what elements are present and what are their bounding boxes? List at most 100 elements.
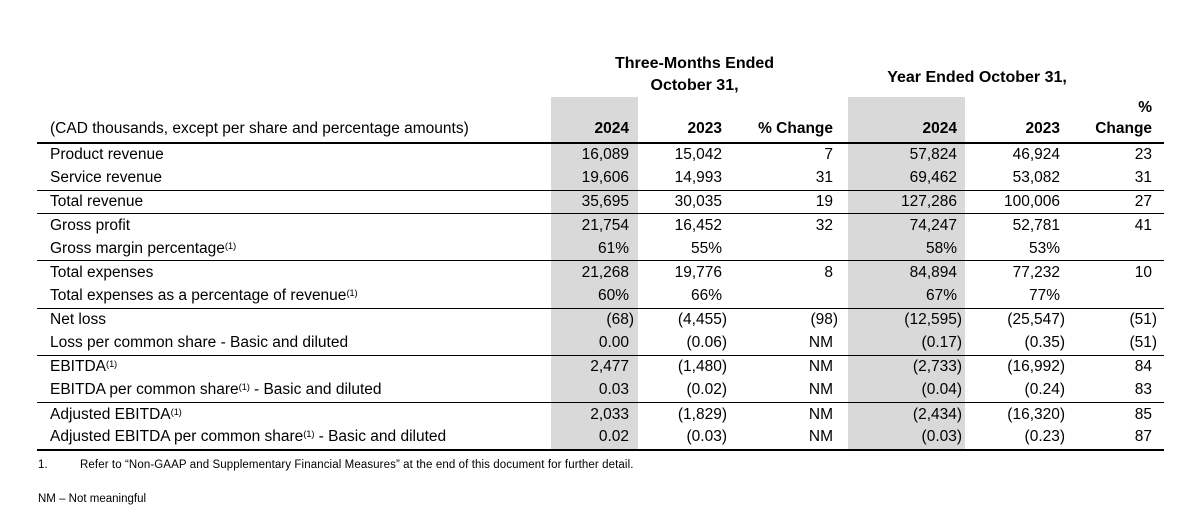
value-cell: 67% (848, 284, 966, 309)
value-cell: (2,733) (848, 355, 966, 379)
value-cell: 60% (551, 284, 638, 309)
footnote-ref: (1) (238, 382, 250, 394)
value-cell: (1,829) (677, 405, 727, 423)
value-cell: (4,455) (677, 311, 727, 329)
row-label: Gross profit (50, 216, 131, 234)
value-cell (726, 284, 849, 309)
value-cell: (16,992) (1007, 358, 1066, 376)
value-cell: 61% (551, 237, 638, 262)
value-cell: (12,595) (848, 308, 966, 332)
table-row: Gross profit 21,754 16,452 32 74,247 52,781 41 (37, 213, 1164, 238)
value-cell: (98) (810, 311, 839, 329)
row-label: EBITDA(1) (50, 358, 117, 376)
value-cell: 77,232 (1012, 264, 1061, 282)
value-cell: 19,606 (551, 166, 638, 191)
period-header-three-months-line2: October 31, (650, 76, 739, 94)
value-cell (1064, 284, 1165, 309)
value-cell (1064, 237, 1165, 262)
value-cell: 14,993 (638, 166, 726, 191)
value-cell: (68) (551, 308, 638, 332)
value-cell: 27 (1064, 190, 1165, 215)
table-row: Net loss (68) (4,455) (98) (12,595) (25,547) (… (37, 308, 1164, 332)
row-label: Gross margin percentage(1) (37, 237, 551, 262)
table-row: Total expenses 21,268 19,776 8 84,894 77,232 1… (37, 260, 1164, 285)
value-cell: 127,286 (848, 190, 966, 215)
value-cell: 77% (965, 284, 1065, 309)
row-label: Total revenue (37, 190, 551, 215)
value-cell: 53% (965, 237, 1065, 262)
period-header-year: Year Ended October 31, (848, 45, 1164, 97)
value-cell: NM (808, 358, 834, 376)
value-cell: (0.24) (965, 378, 1065, 404)
column-header-tm-2024: 2024 (551, 97, 638, 144)
value-cell: 87 (1064, 426, 1165, 451)
table-row: Loss per common share - Basic and dilute… (37, 331, 1165, 356)
footnote-ref: (1) (170, 406, 182, 418)
table-row: Gross margin percentage(1) 61% 55% 58% 53% (37, 237, 1165, 262)
value-cell: 0.02 (551, 426, 638, 451)
value-cell: (0.02) (638, 378, 727, 404)
footnote-1-text: Refer to “Non-GAAP and Supplementary Fin… (80, 459, 634, 471)
value-cell: 0.03 (551, 378, 638, 404)
value-cell: 84,894 (848, 260, 966, 285)
value-cell: 2,033 (551, 402, 638, 427)
row-label: Total expenses (50, 264, 154, 282)
row-label: Loss per common share - Basic and dilute… (37, 331, 551, 356)
table-body: Product revenue 16,089 15,042 7 57,824 46,924… (37, 143, 1165, 451)
value-cell: 52,781 (1012, 216, 1061, 234)
value-cell: 58% (848, 237, 966, 262)
value-cell: 84 (1134, 358, 1153, 376)
value-cell: 10 (1134, 264, 1153, 282)
value-cell: (16,320) (1007, 405, 1066, 423)
units-note: (CAD thousands, except per share and per… (37, 97, 551, 144)
value-cell: 41 (1134, 216, 1153, 234)
row-label: Adjusted EBITDA(1) (50, 405, 182, 423)
units-note-text: (CAD thousands, except per share and per… (50, 119, 469, 137)
value-cell: 32 (815, 216, 834, 234)
row-label: Service revenue (37, 166, 551, 191)
period-header-three-months-line1: Three-Months Ended (614, 55, 775, 72)
table-row: EBITDA(1) 2,477 (1,480) NM (2,733) (16,992) 84 (37, 355, 1164, 379)
value-cell: (0.17) (848, 331, 966, 356)
value-cell: 46,924 (1012, 146, 1061, 164)
value-cell: 19 (726, 190, 849, 215)
column-header-row: (CAD thousands, except per share and per… (37, 97, 1165, 144)
footnote-ref: (1) (303, 429, 315, 441)
financial-results-table: Three-Months Ended October 31, Year Ende… (37, 45, 1165, 451)
footnote-1: 1. Refer to “Non-GAAP and Supplementary F… (38, 459, 634, 471)
value-cell: 31 (726, 166, 849, 191)
value-cell: 66% (638, 284, 726, 309)
value-cell: 85 (1134, 405, 1153, 423)
value-cell: 16,089 (551, 143, 638, 167)
value-cell: 69,462 (848, 166, 966, 191)
value-cell: 16,452 (674, 216, 722, 234)
value-cell: 53,082 (965, 166, 1065, 191)
value-cell: NM (726, 378, 849, 404)
value-cell: (0.04) (848, 378, 966, 404)
row-label: Total expenses as a percentage of revenu… (37, 284, 551, 309)
value-cell: 2,477 (551, 355, 638, 379)
value-cell: (25,547) (1007, 311, 1066, 329)
value-cell: 21,754 (551, 213, 638, 238)
value-cell: (0.03) (848, 426, 966, 451)
value-cell: (0.03) (638, 426, 727, 451)
period-header-row: Three-Months Ended October 31, Year Ende… (37, 45, 1164, 97)
value-cell: 35,695 (551, 190, 638, 215)
value-cell: 19,776 (674, 264, 722, 282)
value-cell: (0.23) (965, 426, 1065, 451)
value-cell: (0.35) (965, 331, 1065, 356)
column-header-tm-2023: 2023 (638, 97, 726, 144)
value-cell: 15,042 (674, 146, 722, 164)
value-cell: 55% (638, 237, 726, 262)
column-header-yr-2024: 2024 (848, 97, 966, 144)
footnote-ref: (1) (346, 288, 358, 300)
value-cell: 31 (1064, 166, 1165, 191)
nm-abbreviation-note: NM – Not meaningful (38, 493, 147, 505)
value-cell: 100,006 (965, 190, 1065, 215)
value-cell: 83 (1064, 378, 1165, 404)
value-cell (726, 237, 849, 262)
value-cell: 74,247 (848, 213, 966, 238)
row-label: Net loss (50, 311, 106, 329)
period-header-year-label: Year Ended October 31, (887, 69, 1067, 86)
